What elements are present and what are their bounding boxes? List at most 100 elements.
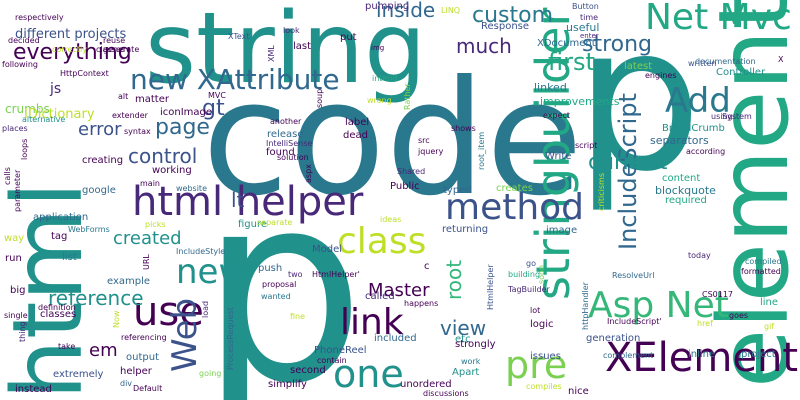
word-run: run — [5, 253, 22, 264]
word-picks: picks — [145, 220, 166, 229]
word-push: push — [258, 263, 283, 274]
word-intellisense: IntelliSense — [266, 139, 313, 148]
word-nice: nice — [568, 386, 589, 397]
word-idictionary: IDictionary — [24, 107, 95, 122]
word-discussions: discussions — [423, 389, 469, 398]
word-gt: gt — [202, 96, 225, 121]
word-dead: dead — [343, 130, 368, 141]
word-rather: Rather — [403, 83, 412, 110]
word-matter: matter — [135, 94, 169, 105]
word-public: Public — [390, 181, 420, 192]
word-root: root — [442, 259, 466, 300]
word-xdocument: XDocument — [537, 38, 596, 49]
word-gif: gif — [764, 322, 775, 331]
word-control: control — [128, 144, 198, 168]
word-reuse: reuse — [103, 36, 126, 45]
word-soon: soon — [537, 264, 546, 284]
word-net-mvc: Net Mvc — [645, 0, 792, 38]
word-img: img — [371, 44, 385, 52]
word-figure: figure — [238, 219, 268, 230]
word-list: list — [62, 252, 77, 263]
word-generate: generate — [103, 45, 140, 54]
word-project: project — [741, 349, 776, 360]
word-error: error — [78, 119, 122, 140]
word-em: em — [89, 340, 118, 361]
word-iconimage: iconImage — [160, 107, 213, 118]
word-expect: expect — [543, 111, 571, 120]
word-google: google — [82, 185, 116, 196]
word-xml: XML — [267, 45, 276, 62]
word-proposal: proposal — [262, 280, 297, 289]
word-inline: inline — [688, 349, 716, 360]
word-model: Model — [312, 244, 343, 255]
word-another: another — [270, 117, 302, 126]
word-strongly: strongly — [455, 339, 496, 350]
word-different-projects: different projects — [15, 27, 127, 42]
word-phonereel: PhoneReel — [314, 345, 367, 356]
word-big: big — [10, 285, 26, 296]
word-alt: alt — [118, 92, 129, 101]
word-new: new — [176, 252, 247, 292]
word-add: Add — [665, 81, 731, 121]
word-lt: lt — [231, 188, 245, 212]
word-htmlhelper: HtmlHelper — [486, 264, 495, 310]
word-image: image — [546, 225, 578, 236]
word-extremely: extremely — [53, 369, 104, 380]
word-one: one — [333, 352, 404, 396]
word-resolveurl: ResolveUrl — [612, 271, 655, 280]
word-url: URL — [142, 254, 151, 270]
word-crumbs: crumbs — [5, 102, 50, 116]
word-according: according — [686, 147, 726, 156]
word-content: content — [662, 173, 701, 184]
word-cs0117: CS0117 — [702, 290, 734, 299]
word-syntax: syntax — [124, 127, 151, 136]
word-x: X — [778, 55, 784, 64]
word-blockquote: blockquote — [655, 184, 716, 197]
word-js: js — [50, 81, 62, 97]
word-tagbuilder: TagBuilder — [508, 285, 550, 294]
word-ideas: ideas — [380, 215, 402, 224]
word-written: written — [688, 59, 717, 68]
word-xelement: XElement — [605, 335, 799, 381]
word-decided: decided — [8, 36, 40, 45]
word-root-item: root_item — [477, 131, 486, 170]
word-current: current — [588, 150, 668, 175]
word-loops: loops — [20, 138, 29, 160]
word-view: view — [440, 316, 487, 340]
word-solution: solution — [277, 153, 309, 162]
word-shared: Shared — [397, 167, 426, 176]
word-aspx: aspx — [304, 164, 313, 183]
word-httpcontext: HttpContext — [60, 69, 109, 78]
word-way: way — [4, 233, 25, 244]
word-documentation: documentation — [695, 57, 756, 66]
word-lot: lot — [530, 306, 541, 315]
word-helper: helper — [120, 366, 152, 377]
word-method: method — [445, 187, 585, 228]
word-compiled: compiled — [745, 257, 782, 266]
word-processrequest: ProcessRequest — [226, 307, 235, 370]
word-happens: happens — [404, 299, 439, 308]
word-creates: creates — [496, 183, 533, 194]
word-page: page — [155, 115, 210, 140]
word-working: working — [152, 165, 192, 176]
word-generation: generation — [586, 333, 641, 344]
word-definition: definition — [38, 303, 76, 312]
word-typed: typed — [443, 185, 472, 196]
word-classes-small: classes — [96, 45, 125, 54]
word-creating: creating — [82, 155, 124, 166]
word-href: href — [697, 319, 713, 328]
word-line: line — [760, 297, 779, 308]
word-building: building — [508, 270, 541, 279]
word-string: string — [145, 0, 427, 106]
word-everything: everything — [13, 40, 132, 65]
word-enter: enter — [580, 32, 599, 40]
word-called: called — [365, 291, 395, 302]
word-htmlhelper-quote: HtmlHelper' — [312, 270, 360, 279]
word-classes: classes — [40, 309, 77, 320]
word-issues: issues — [530, 351, 561, 362]
word-put: put — [340, 32, 357, 43]
word-wanted: wanted — [261, 292, 291, 301]
word-controller: Controller — [716, 67, 766, 78]
word-load: load — [201, 300, 210, 318]
